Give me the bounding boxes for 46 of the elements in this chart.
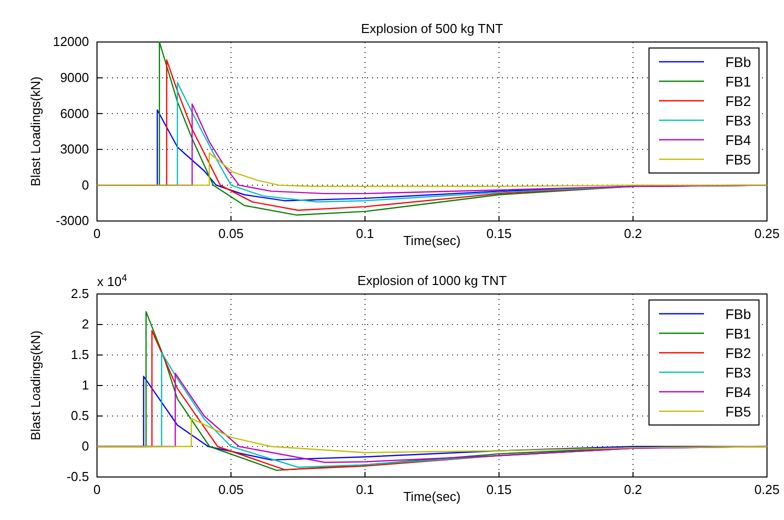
- legend-label: FBb: [725, 306, 752, 322]
- x-tick-label: 0.1: [356, 226, 374, 242]
- line-series: [97, 152, 767, 187]
- chart-title: Explosion of 1000 kg TNT: [357, 273, 507, 288]
- legend-label: FB5: [725, 151, 752, 168]
- y-axis-title: Blast Loadings(kN): [28, 330, 43, 440]
- y-tick-label: 2.5: [70, 286, 89, 302]
- x-tick-label: 0.05: [218, 482, 244, 498]
- line-series: [97, 418, 767, 454]
- y-tick-label: 0: [82, 438, 89, 454]
- legend-label: FB2: [725, 344, 752, 361]
- legend-label: FB4: [725, 384, 752, 400]
- x-tick-label: 0.15: [486, 482, 512, 498]
- chart-title: Explosion of 500 kg TNT: [360, 21, 504, 36]
- x-axis-title: Time(sec): [403, 489, 461, 504]
- x-tick-label: 0.05: [218, 226, 244, 242]
- x-tick-label: 0.2: [624, 226, 642, 242]
- legend-label: FB4: [725, 132, 752, 148]
- y-tick-label: 1: [82, 378, 89, 393]
- y-axis-title: Blast Loadings(kN): [28, 76, 43, 186]
- y-tick-label: -0.5: [66, 469, 89, 484]
- legend-label: FBb: [725, 54, 752, 70]
- legend-label: FB1: [725, 73, 752, 90]
- y-tick-label: 0: [82, 177, 89, 192]
- y-tick-label: 6000: [60, 106, 89, 121]
- x-tick-label: 0.25: [754, 226, 780, 242]
- y-tick-label: 3000: [60, 142, 89, 157]
- legend-label: FB1: [725, 325, 752, 342]
- y-tick-label: 2: [82, 316, 89, 332]
- legend-label: FB2: [725, 92, 752, 109]
- y-tick-label: 12000: [52, 34, 89, 50]
- x-tick-label: 0.15: [486, 226, 512, 242]
- legend-label: FB3: [725, 364, 752, 380]
- text: x 10$^{4}$: [97, 272, 128, 289]
- x-axis-title: Time(sec): [403, 233, 461, 248]
- legend-label: FB5: [725, 403, 752, 420]
- x-tick-label: 0.1: [356, 482, 374, 498]
- y-tick-label: 1.5: [70, 347, 89, 362]
- y-tick-label: 9000: [60, 70, 89, 85]
- legend-label: FB3: [725, 112, 752, 128]
- y-tick-label: -3000: [56, 213, 89, 228]
- x-tick-label: 0: [93, 482, 101, 498]
- x-tick-label: 0.2: [624, 482, 642, 498]
- x-tick-label: 0.25: [754, 482, 780, 498]
- x-tick-label: 0: [93, 226, 101, 242]
- y-tick-label: 0.5: [70, 408, 89, 424]
